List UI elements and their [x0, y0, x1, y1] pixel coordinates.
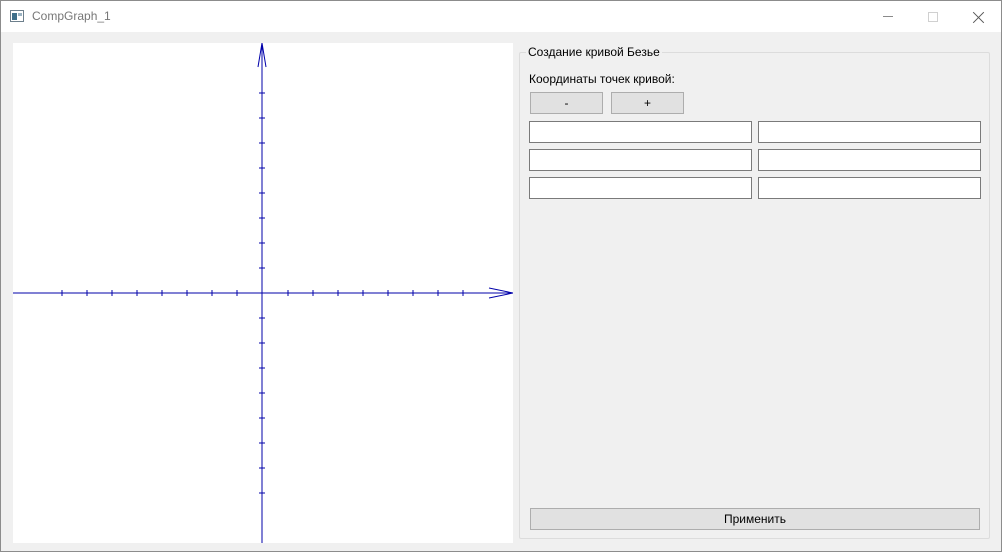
point-2-y-field[interactable]	[758, 149, 981, 171]
point-1-x-field[interactable]	[529, 121, 752, 143]
point-3-x-field[interactable]	[529, 177, 752, 199]
minimize-button[interactable]	[865, 1, 911, 32]
drawing-canvas[interactable]	[13, 43, 513, 543]
group-title: Создание кривой Безье	[526, 45, 662, 59]
remove-point-button[interactable]: -	[530, 92, 603, 114]
title-bar[interactable]: CompGraph_1	[1, 1, 1001, 32]
x-axis-arrow-lower	[488, 292, 513, 299]
bezier-group-box	[519, 52, 990, 539]
maximize-button[interactable]	[910, 1, 956, 32]
window-title: CompGraph_1	[32, 9, 111, 23]
add-point-button[interactable]: +	[611, 92, 684, 114]
close-icon	[973, 11, 985, 23]
point-1-y-field[interactable]	[758, 121, 981, 143]
coords-label: Координаты точек кривой:	[529, 72, 675, 86]
apply-button[interactable]: Применить	[530, 508, 980, 530]
close-button[interactable]	[956, 1, 1002, 32]
app-icon	[10, 10, 24, 22]
point-3-y-field[interactable]	[758, 177, 981, 199]
x-axis-arrow-upper	[488, 287, 513, 294]
coordinate-axes	[13, 43, 513, 543]
y-axis-arrow-right	[261, 43, 267, 68]
minimize-icon	[883, 16, 893, 17]
y-axis-arrow-left	[257, 43, 263, 68]
maximize-icon	[928, 11, 938, 22]
point-2-x-field[interactable]	[529, 149, 752, 171]
